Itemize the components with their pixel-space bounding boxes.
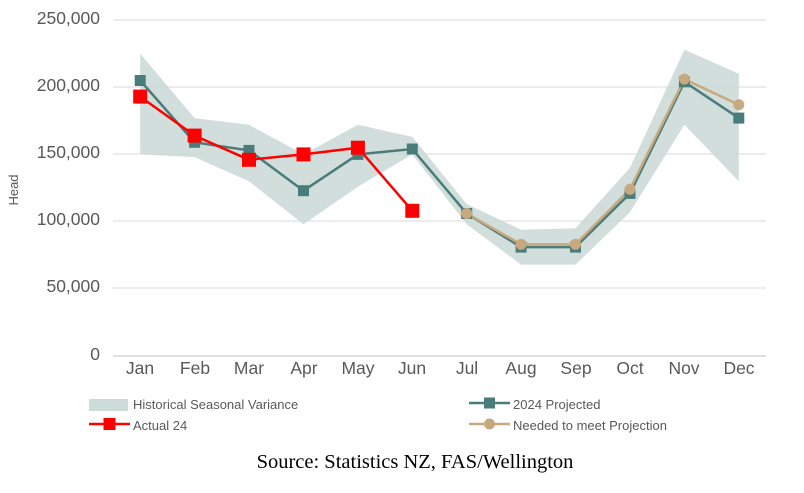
svg-text:Actual 24: Actual 24 — [133, 418, 187, 433]
svg-text:Sep: Sep — [560, 358, 591, 378]
svg-text:Nov: Nov — [668, 358, 699, 378]
svg-text:200,000: 200,000 — [37, 75, 101, 95]
svg-text:Feb: Feb — [180, 358, 210, 378]
svg-text:Historical Seasonal Variance: Historical Seasonal Variance — [133, 397, 298, 412]
svg-text:2024 Projected: 2024 Projected — [513, 397, 600, 412]
svg-text:0: 0 — [90, 344, 100, 364]
svg-text:Jan: Jan — [126, 358, 154, 378]
svg-text:100,000: 100,000 — [37, 209, 101, 229]
svg-text:May: May — [341, 358, 374, 378]
svg-text:Needed to meet Projection: Needed to meet Projection — [513, 418, 667, 433]
svg-text:Head: Head — [6, 174, 21, 205]
svg-text:Oct: Oct — [616, 358, 643, 378]
svg-text:250,000: 250,000 — [37, 8, 101, 28]
svg-text:Apr: Apr — [290, 358, 317, 378]
svg-text:Jul: Jul — [456, 358, 478, 378]
svg-text:Aug: Aug — [505, 358, 536, 378]
svg-text:Mar: Mar — [234, 358, 264, 378]
svg-text:Dec: Dec — [723, 358, 754, 378]
svg-text:Source: Statistics NZ, FAS/Wel: Source: Statistics NZ, FAS/Wellington — [257, 451, 574, 473]
svg-text:50,000: 50,000 — [46, 276, 100, 296]
svg-text:Jun: Jun — [398, 358, 426, 378]
svg-text:150,000: 150,000 — [37, 142, 101, 162]
